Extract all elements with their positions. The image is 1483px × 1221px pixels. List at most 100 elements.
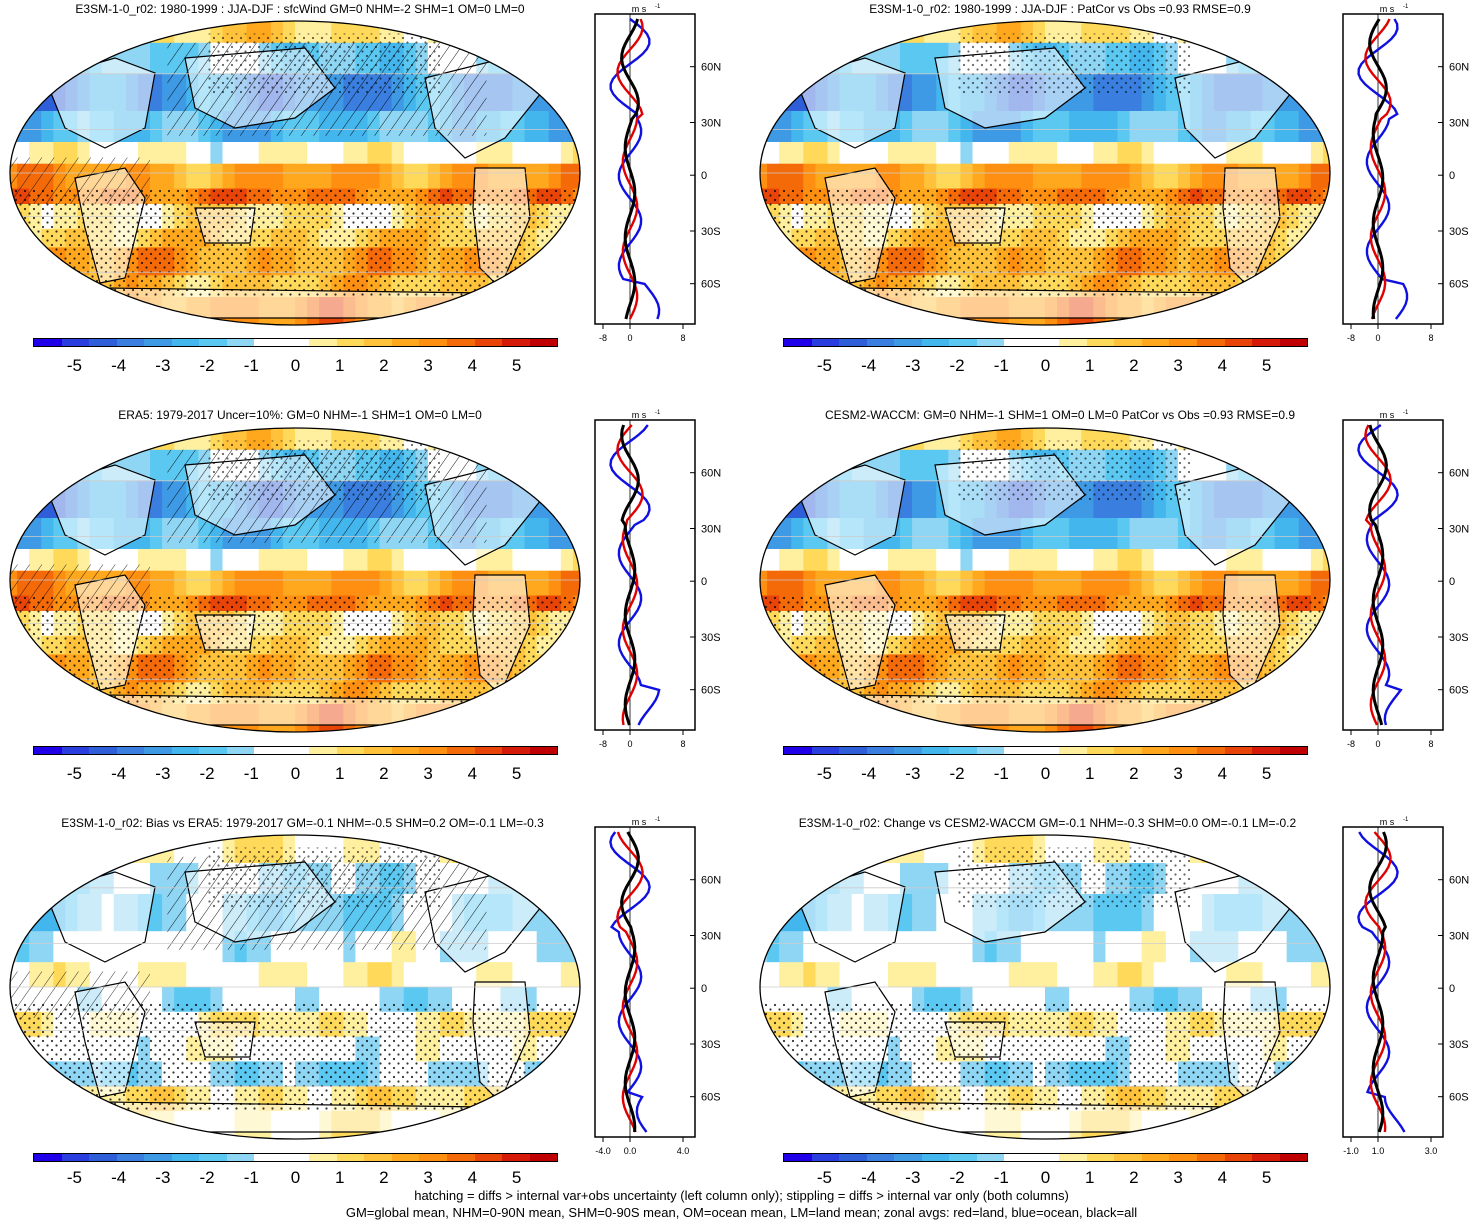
map-cell: [779, 428, 792, 451]
map-cell: [1045, 570, 1058, 597]
map-cell: [186, 549, 199, 572]
map-cell: [1310, 163, 1324, 190]
latitude-tick-label: 60N: [1449, 875, 1469, 887]
hatching: [10, 157, 150, 204]
colorbar-swatch: [502, 747, 530, 754]
map-cell: [887, 428, 901, 451]
map-cell: [560, 275, 574, 298]
map-cell: [500, 21, 514, 44]
latitude-tick-label: 60S: [1449, 685, 1469, 697]
map-cell: [1274, 1086, 1288, 1112]
map-cell: [1322, 142, 1330, 165]
colorbar-tick-label: -3: [155, 356, 171, 375]
map-cell: [1286, 449, 1300, 482]
map-cell: [379, 549, 393, 572]
colorbar-swatch: [474, 747, 503, 754]
map-cell: [791, 142, 804, 165]
map-cell: [53, 835, 67, 864]
map-cell: [174, 549, 187, 572]
map-cell: [17, 275, 30, 298]
latitude-tick-label: 30S: [1449, 1039, 1469, 1051]
map-cell: [779, 518, 792, 550]
map-cell: [779, 1061, 792, 1087]
map-cell: [1177, 163, 1191, 190]
map-cell: [1298, 704, 1312, 732]
map-cell: [379, 163, 393, 190]
map-cell: [1045, 163, 1058, 190]
map-cell: [1286, 1111, 1300, 1139]
colorbar-tick-label: 4: [467, 356, 478, 375]
map-cell: [536, 480, 550, 519]
map-cell: [186, 962, 199, 988]
map-cell: [779, 42, 792, 75]
map-cell: [1105, 163, 1119, 190]
colorbar-tick-label: 0: [290, 356, 301, 375]
colorbar-tick-label: 5: [511, 356, 522, 375]
map-cell: [440, 549, 453, 572]
map-cell: [548, 247, 562, 276]
map-cell: [524, 111, 538, 143]
map-cell: [760, 111, 768, 143]
map-cell: [863, 428, 877, 451]
colorbar-swatch: [949, 747, 977, 754]
colorbar-swatch: [1086, 339, 1115, 346]
map-cell: [1020, 931, 1034, 963]
map-cell: [560, 142, 574, 165]
map-cell: [246, 570, 260, 597]
map-cell: [548, 570, 562, 597]
map-cell: [791, 297, 804, 325]
map-cell: [319, 549, 332, 572]
map-cell: [524, 863, 538, 895]
map-cell: [912, 962, 925, 988]
map-cell: [536, 1111, 550, 1139]
colorbar-swatch: [391, 747, 420, 754]
map-cell: [1141, 142, 1155, 165]
map-cell: [791, 549, 804, 572]
map-cell: [760, 428, 768, 451]
map-cell: [41, 297, 54, 325]
colorbar-swatch: [199, 339, 227, 346]
map-cell: [1310, 835, 1324, 864]
colorbar-tick-label: 1: [1084, 356, 1095, 375]
latitude-tick-label: 30S: [701, 226, 721, 238]
colorbar-tick-label: -1: [993, 764, 1009, 783]
map-cell: [29, 682, 42, 705]
map-cell: [524, 1111, 538, 1139]
stippling: [10, 1002, 580, 1111]
colorbar-swatch: [839, 1154, 867, 1161]
colorbar-swatch: [254, 747, 282, 754]
colorbar-tick-label: 1: [1084, 764, 1095, 783]
map-cell: [379, 142, 393, 165]
map-cell: [17, 682, 30, 705]
map-cell: [464, 21, 477, 44]
map-cell: [1250, 428, 1264, 451]
map-cell: [760, 1036, 768, 1062]
map-cell: [924, 518, 937, 550]
map-cell: [17, 931, 30, 963]
latitude-tick-label: 0: [1449, 576, 1455, 588]
map-cell: [996, 163, 1010, 190]
map-cell: [827, 428, 841, 451]
map-cell: [1093, 518, 1107, 550]
colorbar-swatch: [839, 339, 867, 346]
map-cell: [1190, 549, 1203, 572]
map-cell: [234, 163, 248, 190]
map-cell: [767, 73, 780, 112]
map-cell: [1262, 962, 1276, 988]
map-cell: [803, 163, 817, 190]
colorbar-swatch: [784, 339, 812, 346]
map-cell: [1310, 1111, 1324, 1139]
map-cell: [1262, 428, 1276, 451]
map-cell: [488, 835, 502, 864]
zonal-units-superscript: -1: [655, 4, 661, 10]
map-cell: [948, 142, 962, 165]
map-cell: [53, 931, 67, 963]
map-cell: [815, 682, 829, 705]
map-cell: [488, 428, 502, 451]
map-cell: [89, 835, 103, 864]
colorbar-swatch: [1169, 747, 1197, 754]
map-cell: [996, 142, 1010, 165]
panel-title: E3SM-1-0_r02: 1980-1999 : JJA-DJF : sfcW…: [75, 2, 525, 16]
map-cell: [1262, 1086, 1276, 1112]
colorbar-swatch: [309, 339, 337, 346]
